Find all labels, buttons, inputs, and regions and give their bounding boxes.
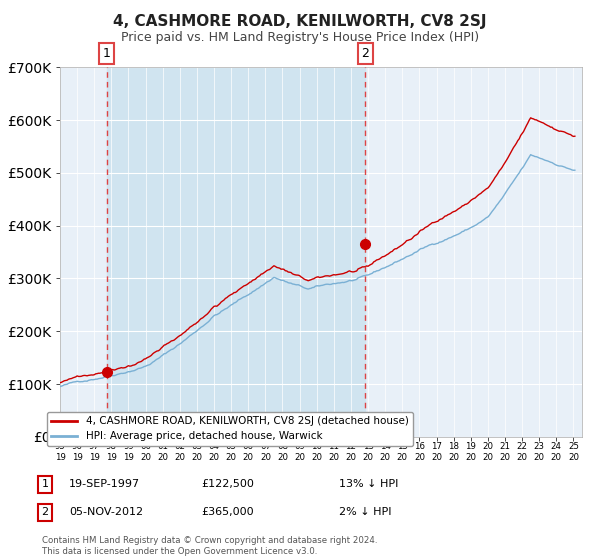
- Text: 19-SEP-1997: 19-SEP-1997: [69, 479, 140, 489]
- Text: 2% ↓ HPI: 2% ↓ HPI: [339, 507, 391, 517]
- Text: 05-NOV-2012: 05-NOV-2012: [69, 507, 143, 517]
- Text: 4, CASHMORE ROAD, KENILWORTH, CV8 2SJ: 4, CASHMORE ROAD, KENILWORTH, CV8 2SJ: [113, 14, 487, 29]
- Text: 1: 1: [41, 479, 49, 489]
- Text: 1: 1: [103, 47, 110, 60]
- Bar: [107, 67, 365, 437]
- Text: 2: 2: [361, 47, 369, 60]
- Text: £122,500: £122,500: [201, 479, 254, 489]
- Legend: 4, CASHMORE ROAD, KENILWORTH, CV8 2SJ (detached house), HPI: Average price, deta: 4, CASHMORE ROAD, KENILWORTH, CV8 2SJ (d…: [47, 412, 413, 446]
- Text: 2: 2: [41, 507, 49, 517]
- Text: Price paid vs. HM Land Registry's House Price Index (HPI): Price paid vs. HM Land Registry's House …: [121, 31, 479, 44]
- Text: £365,000: £365,000: [201, 507, 254, 517]
- Text: Contains HM Land Registry data © Crown copyright and database right 2024.
This d: Contains HM Land Registry data © Crown c…: [42, 536, 377, 556]
- Text: 13% ↓ HPI: 13% ↓ HPI: [339, 479, 398, 489]
